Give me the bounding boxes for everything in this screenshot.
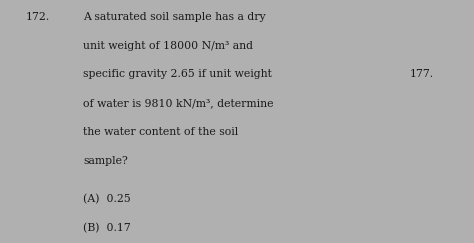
Text: sample?: sample? — [83, 156, 128, 165]
Text: (B)  0.17: (B) 0.17 — [83, 223, 131, 233]
Text: specific gravity 2.65 if unit weight: specific gravity 2.65 if unit weight — [83, 69, 272, 79]
Text: (A)  0.25: (A) 0.25 — [83, 194, 131, 204]
Text: the water content of the soil: the water content of the soil — [83, 127, 238, 137]
Text: 177.: 177. — [410, 69, 434, 79]
Text: A saturated soil sample has a dry: A saturated soil sample has a dry — [83, 12, 265, 22]
Text: unit weight of 18000 N/m³ and: unit weight of 18000 N/m³ and — [83, 41, 253, 51]
Text: of water is 9810 kN/m³, determine: of water is 9810 kN/m³, determine — [83, 98, 273, 108]
Text: 172.: 172. — [26, 12, 50, 22]
